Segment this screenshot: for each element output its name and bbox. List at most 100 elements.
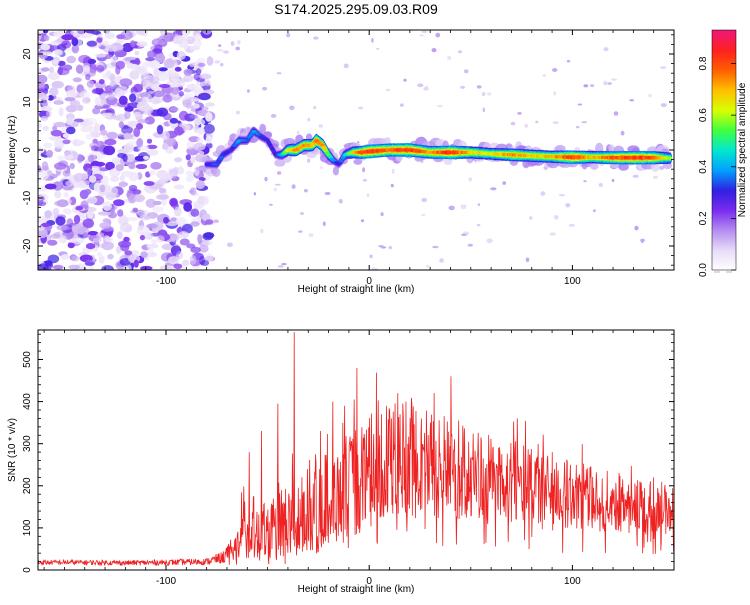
heatmap-noise-blob [78,180,84,188]
heatmap-noise-blob [58,107,64,117]
heatmap-noise-dot [648,93,652,98]
heatmap-noise-blob [189,62,196,68]
heatmap-noise-blob [124,110,131,120]
heatmap-noise-blob [163,32,171,42]
snr-panel: -100 0 100 0 100 200 300 400 500 Height of stra… [7,329,675,595]
heatmap-noise-blob [38,186,48,192]
heatmap-noise-blob [42,125,49,131]
colorbar-swatch [712,36,736,39]
heatmap-noise-blob [166,221,178,227]
heatmap-noise-blob [148,169,156,176]
heatmap-noise-blob [109,73,116,83]
heatmap-noise-blob [199,73,212,80]
heatmap-noise-blob [103,145,116,156]
heatmap-noise-blob [130,40,136,48]
heatmap-noise-blob [87,154,95,163]
colorbar-swatch [712,218,736,221]
colorbar-swatch [712,142,736,145]
heatmap-noise-dot [613,111,619,116]
heatmap-noise-blob [124,250,133,256]
heatmap-noise-blob [47,254,60,264]
heatmap-noise-blob [40,106,53,111]
heatmap-noise-dot [432,245,439,249]
heatmap-noise-blob [115,113,128,122]
heatmap-noise-blob [183,68,193,76]
ln-y-tick-label: 500 [22,351,33,368]
colorbar-swatch [712,34,736,37]
heatmap-noise-dot [403,78,407,82]
heatmap-noise-dot [463,69,469,74]
colorbar-swatch [712,136,736,139]
colorbar-swatch [712,90,736,93]
heatmap-noise-blob [156,171,168,178]
ln-x-tick-label: 100 [564,576,581,587]
heatmap-noise-blob [125,153,135,163]
heatmap-noise-dot [439,258,444,263]
heatmap-noise-dot [230,41,235,46]
colorbar-swatch [712,112,736,115]
heatmap-noise-dot [552,68,558,72]
heatmap-noise-blob [58,234,67,244]
heatmap-noise-dot [338,198,343,204]
heatmap-noise-dot [277,265,284,268]
heatmap-noise-dot [307,158,311,163]
heatmap-noise-blob [155,53,166,63]
heatmap-noise-blob [92,237,102,243]
heatmap-noise-blob [178,91,184,97]
heatmap-noise-blob [153,44,163,54]
heatmap-noise-blob [67,242,75,249]
heatmap-noise-blob [47,239,58,246]
colorbar-swatch [712,174,736,177]
heatmap-noise-blob [136,229,144,235]
colorbar-tick-label: 0.8 [698,56,709,70]
heatmap-noise-blob [155,235,165,243]
ridge-halo [259,123,267,134]
ridge-halo [547,161,559,169]
ln-y-tick-label: 200 [22,477,33,494]
heatmap-noise-blob [98,79,105,85]
heatmap-noise-blob [115,60,125,70]
heatmap-noise-dot [390,183,394,188]
heatmap-noise-blob [119,181,127,188]
heatmap-noise-blob [146,138,153,144]
heatmap-noise-dot [607,82,612,85]
heatmap-noise-dot [307,117,311,122]
heatmap-noise-blob [146,144,158,150]
heatmap-noise-blob [38,226,45,231]
heatmap-noise-dot [226,242,233,248]
heatmap-noise-blob [173,206,182,217]
heatmap-noise-dot [218,44,222,47]
heatmap-noise-dot [447,55,452,60]
colorbar-swatch [712,242,736,245]
ridge-halo [353,158,363,165]
heatmap-noise-dot [460,85,465,89]
heatmap-noise-blob [119,258,131,266]
colorbar-swatch [712,204,736,207]
heatmap-noise-blob [54,99,63,105]
heatmap-noise-blob [128,171,139,182]
heatmap-noise-blob [96,252,103,257]
colorbar-swatch [712,58,736,61]
heatmap-noise-blob [66,126,76,135]
colorbar-swatch [712,268,736,271]
heatmap-noise-blob [132,207,139,213]
heatmap-noise-blob [40,115,49,122]
heatmap-noise-blob [169,197,178,207]
heatmap-noise-blob [71,44,80,54]
heatmap-noise-blob [85,243,96,250]
heatmap-noise-blob [92,87,105,94]
heatmap-noise-dot [634,225,639,231]
colorbar-swatch [712,102,736,105]
heatmap-noise-blob [68,264,80,270]
heatmap-noise-blob [199,244,209,253]
heatmap-noise-blob [127,217,139,222]
heatmap-noise-blob [43,142,53,149]
colorbar-swatch [712,76,736,79]
colorbar-swatch [712,84,736,87]
heatmap-noise-dot [270,114,277,118]
heatmap-noise-blob [53,59,60,65]
heatmap-noise-blob [40,43,51,51]
heatmap-noise-dot [524,123,529,128]
colorbar-swatch [712,126,736,129]
heatmap-noise-dot [490,187,497,191]
